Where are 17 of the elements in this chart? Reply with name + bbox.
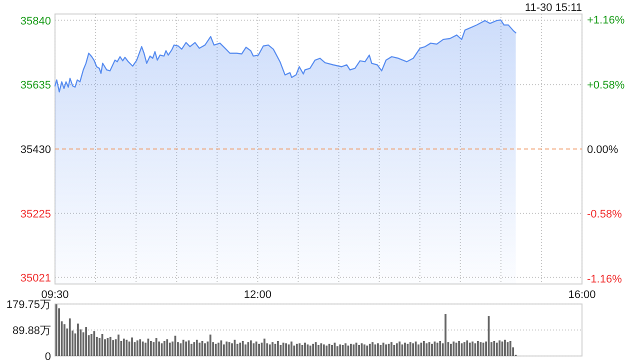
y2-tick-label: -0.58% (587, 208, 622, 221)
y2-tick-label: +1.16% (587, 14, 625, 27)
y-tick-label: 89.88万 (12, 325, 51, 337)
y2-tick-label: +0.58% (587, 79, 625, 92)
x-tick-label: 12:00 (244, 289, 272, 301)
y-tick-label: 35225 (20, 208, 51, 220)
x-tick-label: 16:00 (568, 289, 596, 301)
y-tick-label: 179.75万 (6, 299, 51, 311)
y2-tick-label: -1.16% (587, 273, 622, 286)
x-tick-label: 09:30 (41, 289, 69, 301)
y-tick-label: 0 (44, 351, 51, 360)
y-tick-label: 35021 (20, 272, 51, 284)
y-tick-label: 35430 (20, 144, 51, 156)
y-tick-label: 35840 (20, 15, 51, 28)
y-tick-label: 35635 (20, 80, 51, 92)
y2-tick-label: 0.00% (587, 144, 618, 156)
text: 11-30 15:11 (524, 2, 582, 14)
